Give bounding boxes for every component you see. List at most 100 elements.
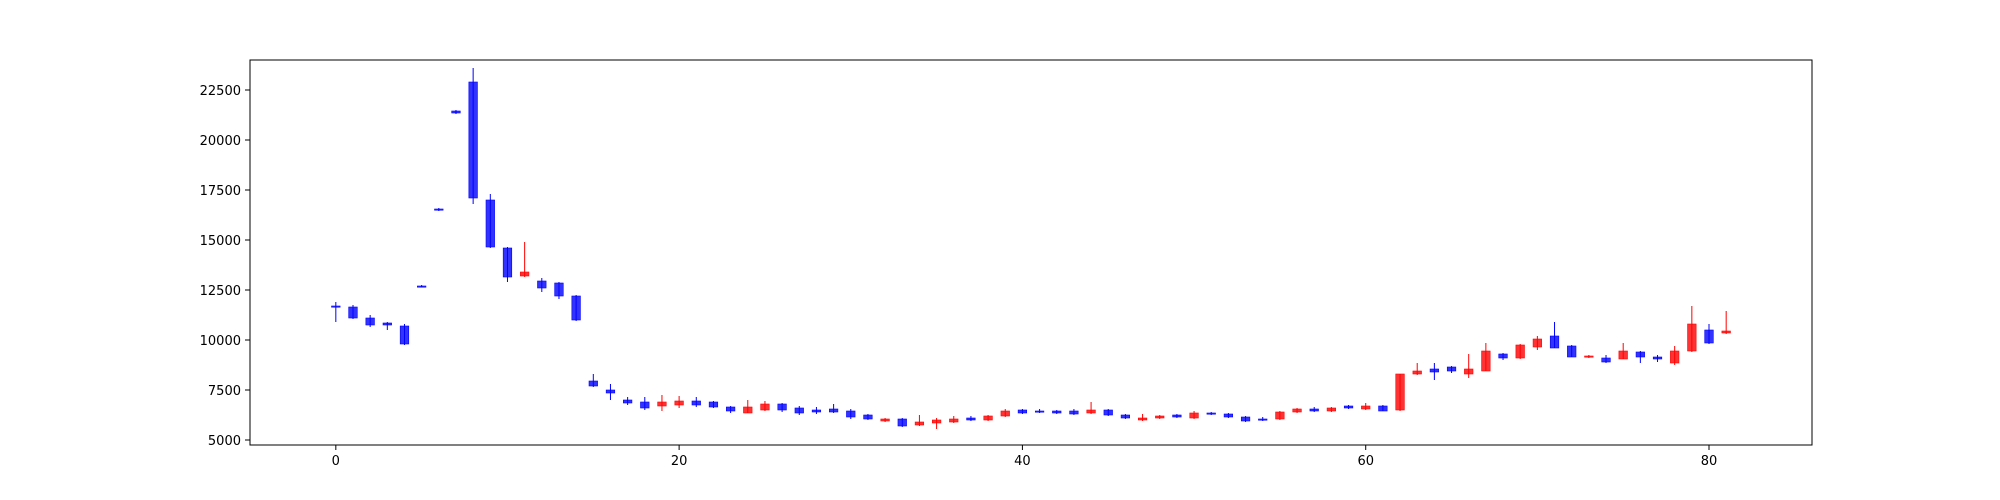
candle-body — [1378, 405, 1388, 412]
candle-body — [1704, 329, 1714, 344]
candle-body — [554, 282, 564, 297]
candle-body — [863, 414, 873, 420]
candle-body — [829, 408, 839, 413]
candle-body — [1034, 410, 1045, 413]
candle-body — [1326, 407, 1336, 412]
candle-body — [1395, 373, 1405, 411]
candle-body — [331, 305, 341, 308]
candle-body — [1000, 410, 1010, 417]
candle-body — [1069, 410, 1079, 415]
candle-body — [588, 380, 598, 387]
candle-body — [1343, 405, 1354, 409]
candle-body — [1412, 370, 1422, 375]
candle-body — [897, 418, 907, 427]
candle-body — [468, 81, 478, 199]
candle-body — [382, 322, 392, 326]
candle-body — [520, 271, 530, 277]
candle-body — [640, 401, 650, 409]
y-tick-label: 5000 — [208, 434, 241, 449]
candle-body — [1206, 412, 1216, 415]
candle-body — [1584, 355, 1594, 358]
candle-body — [1498, 353, 1508, 359]
candle-body — [777, 403, 787, 411]
plot-frame — [249, 59, 1813, 446]
candle-body — [1361, 405, 1371, 410]
candle-body — [1120, 414, 1130, 419]
candle-body — [1635, 351, 1645, 358]
x-tick-label: 80 — [1701, 454, 1718, 469]
candle-body — [794, 407, 804, 414]
candle-body — [623, 399, 633, 404]
candle-body — [537, 280, 547, 289]
y-tick-label: 15000 — [200, 234, 241, 249]
candle-body — [949, 418, 959, 423]
candle-body — [1515, 344, 1525, 359]
candle-body — [1687, 323, 1697, 352]
candle-body — [1532, 338, 1542, 348]
y-tick-label: 7500 — [208, 384, 241, 399]
candle-body — [846, 410, 856, 418]
body-layer — [331, 81, 1731, 427]
candle-body — [1429, 368, 1439, 373]
x-tick-label: 20 — [671, 454, 688, 469]
candle-body — [417, 285, 427, 288]
candle-body — [348, 306, 358, 319]
candle-body — [691, 400, 701, 406]
candle-body — [502, 247, 513, 278]
candle-body — [726, 406, 736, 412]
candle-body — [1275, 411, 1285, 420]
candle-body — [1721, 330, 1731, 334]
candle-body — [1240, 416, 1251, 422]
candle-body — [1652, 356, 1663, 360]
candle-body — [1446, 366, 1457, 372]
candle-body — [811, 409, 822, 413]
candle-body — [571, 295, 581, 321]
candle-body — [434, 208, 444, 211]
candle-body — [966, 417, 976, 421]
candle-body — [1258, 418, 1268, 421]
candle-body — [1309, 408, 1319, 412]
candle-body — [1103, 409, 1113, 416]
candle-body — [1567, 345, 1577, 358]
candle-body — [1189, 412, 1199, 419]
candle-body — [1601, 357, 1611, 363]
candle-body — [1464, 368, 1474, 375]
candle-body — [760, 403, 770, 411]
candle-body — [880, 418, 890, 422]
candle-body — [1481, 350, 1491, 372]
candle-body — [1172, 414, 1182, 418]
x-axis: 0 20 40 60 80 — [332, 445, 1718, 469]
candle-body — [657, 401, 667, 407]
y-tick-label: 12500 — [200, 284, 241, 299]
x-tick-label: 0 — [332, 454, 340, 469]
candle-body — [1086, 409, 1096, 414]
candle-body — [1549, 335, 1560, 349]
y-tick-label: 20000 — [200, 134, 241, 149]
candle-body — [605, 389, 616, 394]
candle-body — [743, 406, 753, 414]
x-tick-label: 40 — [1014, 454, 1031, 469]
candle-body — [914, 421, 925, 426]
candle-body — [1618, 350, 1628, 360]
candle-body — [1155, 415, 1165, 419]
candle-body — [1670, 350, 1680, 364]
candle-body — [674, 400, 684, 406]
candle-body — [365, 317, 375, 326]
candle-body — [932, 419, 942, 424]
y-axis: 5000 7500 10000 12500 15000 17500 20000 22500 — [200, 84, 250, 449]
candle-body — [1017, 409, 1028, 414]
candle-body — [485, 199, 495, 248]
candle-body — [1137, 417, 1148, 421]
candle-body — [1292, 408, 1302, 413]
candle-body — [983, 415, 993, 421]
candle-body — [1223, 413, 1233, 418]
y-tick-label: 22500 — [200, 84, 241, 99]
candle-body — [399, 325, 410, 345]
y-tick-label: 10000 — [200, 334, 241, 349]
candle-body — [1052, 410, 1062, 414]
candle-body — [708, 401, 719, 408]
candle-body — [451, 110, 461, 114]
y-tick-label: 17500 — [200, 184, 241, 199]
